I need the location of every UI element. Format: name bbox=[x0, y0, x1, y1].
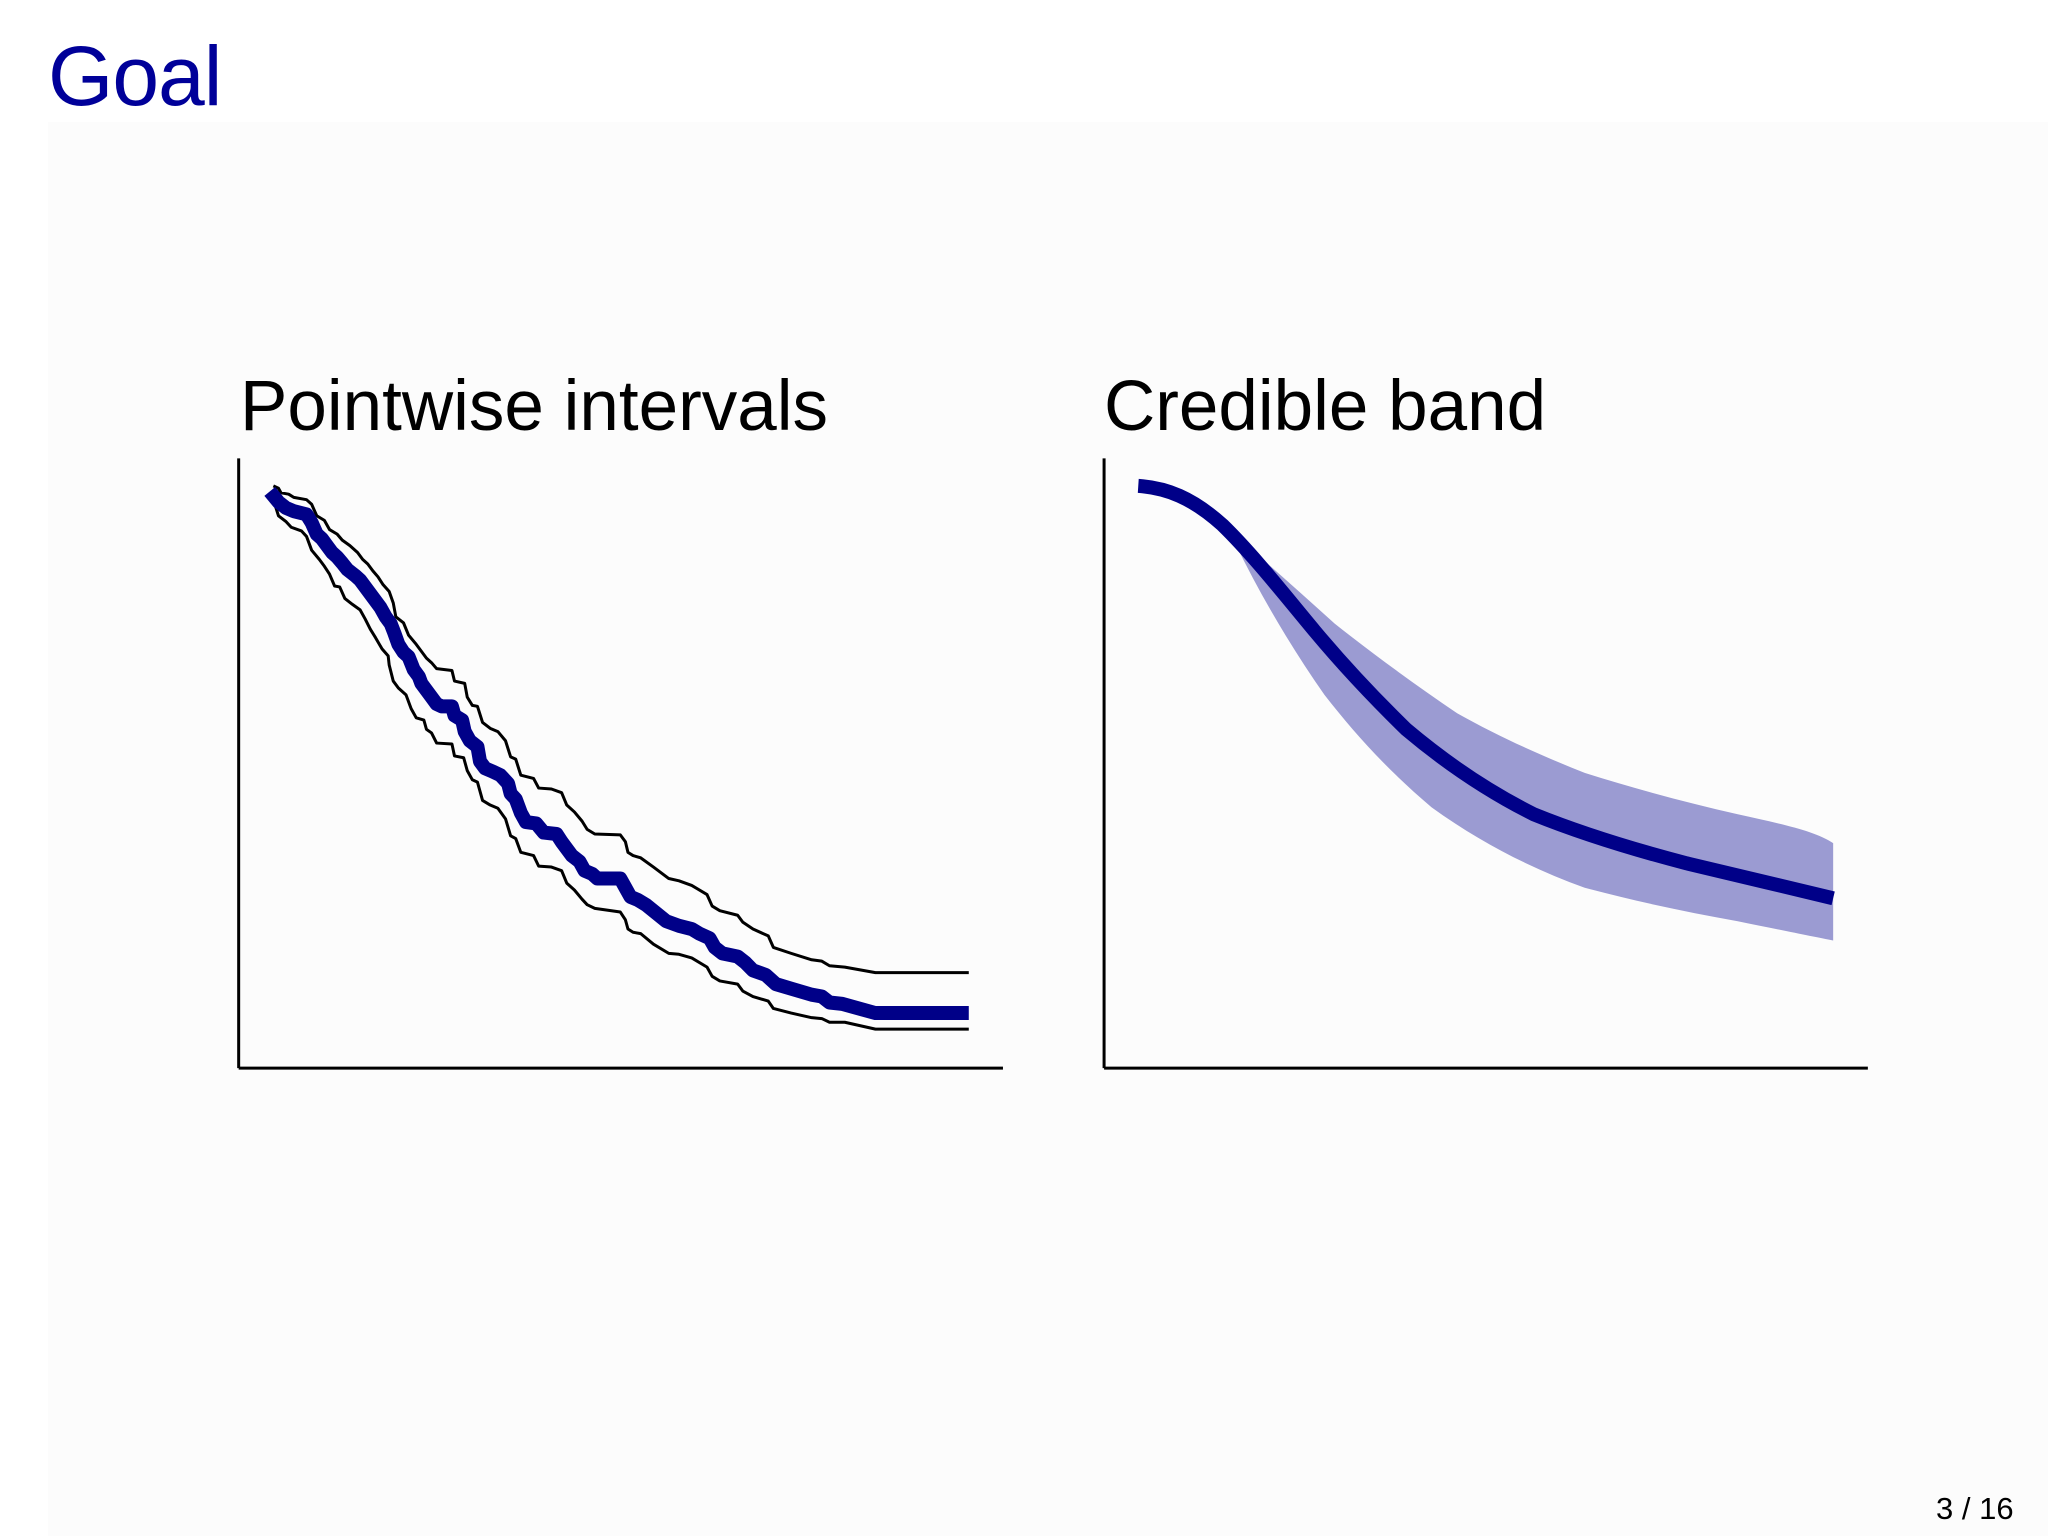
estimate-curve bbox=[1138, 486, 1833, 898]
upper-interval-line bbox=[273, 486, 968, 973]
chart-title-pointwise: Pointwise intervals bbox=[240, 367, 828, 446]
credible-band-chart bbox=[1100, 440, 1900, 1160]
page-number: 3 / 16 bbox=[1936, 1491, 2014, 1526]
lower-interval-line bbox=[270, 494, 969, 1029]
estimate-step-line bbox=[270, 491, 969, 1013]
credible-band-area bbox=[1217, 520, 1834, 941]
pointwise-intervals-chart bbox=[230, 440, 1030, 1160]
chart-title-credible-band: Credible band bbox=[1104, 367, 1547, 446]
slide-title: Goal bbox=[48, 29, 222, 123]
